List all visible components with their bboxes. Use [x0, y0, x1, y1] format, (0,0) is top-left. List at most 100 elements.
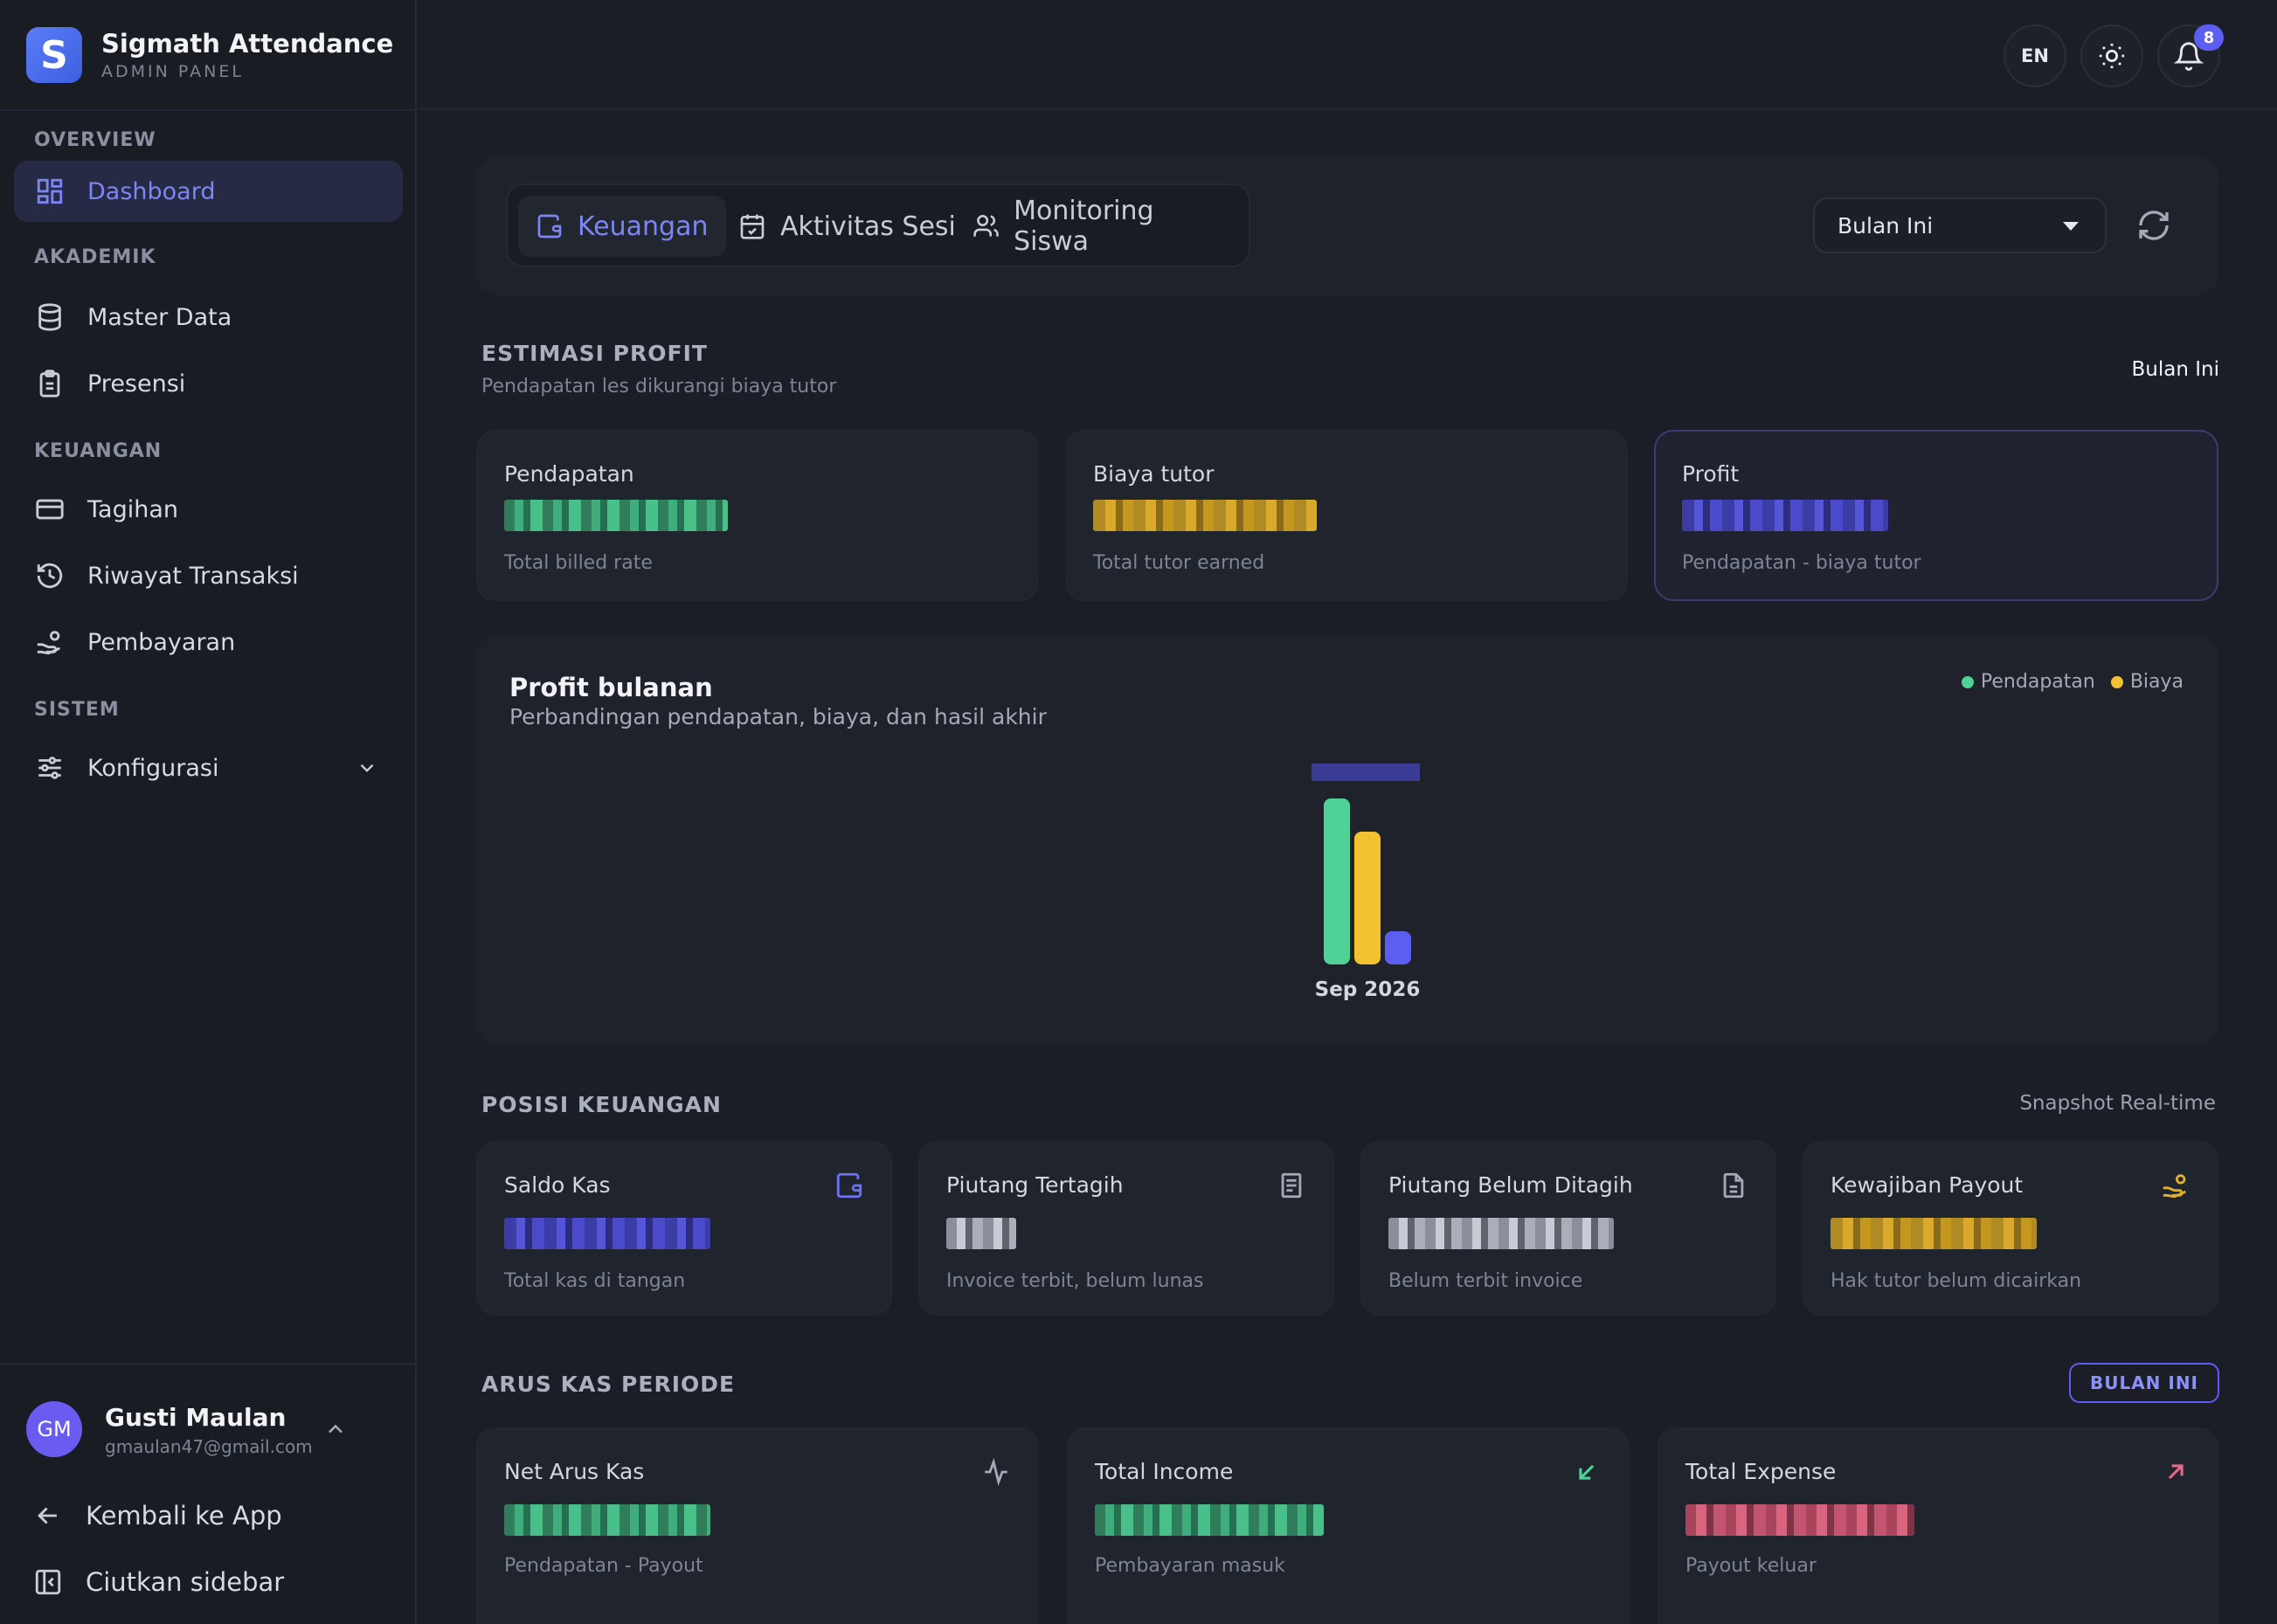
stat-label: Profit: [1682, 461, 1740, 487]
stat-value-redacted: [504, 500, 728, 531]
users-icon: [973, 215, 999, 237]
tab-label: Keuangan: [578, 211, 709, 242]
hand-coins-icon: [37, 631, 60, 655]
nav-section-keuangan: KEUANGAN: [34, 440, 163, 462]
arrow-up-right-icon: [2168, 1464, 2184, 1480]
stat-label: Biaya tutor: [1093, 461, 1215, 487]
arrow-left-icon: [38, 1507, 57, 1524]
notifications-button[interactable]: 8: [2157, 24, 2224, 87]
theme-toggle-button[interactable]: [2080, 24, 2143, 87]
dashboard-grid-icon: [37, 178, 63, 204]
user-name: Gusti Maulan: [105, 1403, 287, 1432]
arus-title: ARUS KAS PERIODE: [481, 1372, 736, 1397]
period-select[interactable]: Bulan Ini: [1813, 197, 2107, 253]
sidebar-item-master-data[interactable]: Master Data: [14, 287, 403, 348]
stat-card-saldo-kas: Saldo Kas Total kas di tangan: [476, 1141, 892, 1316]
sidebar-divider: [0, 109, 417, 111]
sidebar-item-dashboard[interactable]: Dashboard: [14, 161, 403, 222]
estimasi-subtitle: Pendapatan les dikurangi biaya tutor: [481, 376, 837, 397]
sidebar-item-label: Master Data: [87, 303, 232, 331]
tab-keuangan[interactable]: Keuangan: [518, 196, 726, 257]
brand-name: Sigmath Attendance: [101, 29, 394, 59]
sidebar-item-tagihan[interactable]: Tagihan: [14, 479, 403, 540]
legend-dot: [2110, 675, 2123, 688]
collapse-sidebar-link[interactable]: Ciutkan sidebar: [33, 1560, 284, 1604]
estimasi-period: Bulan Ini: [2131, 358, 2219, 381]
stat-card-pendapatan: Pendapatan Total billed rate: [476, 430, 1039, 601]
chevron-down-icon[interactable]: [356, 757, 378, 779]
stat-value-redacted: [1388, 1218, 1614, 1249]
sidebar-item-riwayat-transaksi[interactable]: Riwayat Transaksi: [14, 545, 403, 606]
legend-dot: [1961, 675, 1974, 688]
sidebar-nav: OVERVIEW Dashboard AKADEMIK Master Data …: [0, 114, 417, 798]
chart-bar-biaya[interactable]: [1354, 832, 1381, 964]
tab-monitoring-siswa[interactable]: Monitoring Siswa: [955, 196, 1249, 257]
sidebar-item-label: Konfigurasi: [87, 754, 219, 782]
legend-label: Biaya: [2129, 671, 2184, 693]
stat-label: Total Income: [1095, 1459, 1234, 1484]
notification-badge: 8: [2194, 24, 2224, 51]
sun-icon: [2099, 43, 2125, 69]
nav-section-sistem: SISTEM: [34, 699, 120, 721]
sidebar-item-label: Dashboard: [87, 177, 216, 205]
stat-hint: Total tutor earned: [1093, 552, 1265, 574]
history-icon: [37, 563, 63, 589]
stat-value-redacted: [946, 1218, 1016, 1249]
profit-chart-card: Profit bulanan Perbandingan pendapatan, …: [476, 634, 2218, 1045]
main-content: Keuangan Aktivitas Sesi Monitoring Siswa…: [419, 110, 2277, 1624]
estimasi-title: ESTIMASI PROFIT: [481, 341, 708, 366]
sidebar-item-presensi[interactable]: Presensi: [14, 353, 403, 414]
user-email: gmaulan47@gmail.com: [105, 1436, 313, 1457]
stat-hint: Invoice terbit, belum lunas: [946, 1270, 1204, 1292]
stat-hint: Pendapatan - biaya tutor: [1682, 552, 1921, 574]
stat-label: Piutang Tertagih: [946, 1172, 1124, 1198]
stat-label: Kewajiban Payout: [1831, 1172, 2024, 1198]
chart-bar-series-3[interactable]: [1385, 931, 1411, 964]
user-block: GM Gusti Maulan gmaulan47@gmail.com Kemb…: [0, 1363, 417, 1624]
sidebar-item-konfigurasi[interactable]: Konfigurasi: [14, 737, 403, 798]
chevron-up-icon[interactable]: [323, 1417, 348, 1441]
language-button[interactable]: EN: [2004, 24, 2066, 87]
chart-bar-pendapatan[interactable]: [1324, 798, 1350, 964]
avatar[interactable]: GM: [26, 1401, 82, 1457]
wallet-icon: [537, 214, 562, 238]
sidebar-item-label: Riwayat Transaksi: [87, 562, 299, 590]
nav-section-akademik: AKADEMIK: [34, 246, 156, 268]
period-button[interactable]: BULAN INI: [2068, 1363, 2219, 1403]
back-to-app-link[interactable]: Kembali ke App: [33, 1494, 282, 1538]
tab-bar: Keuangan Aktivitas Sesi Monitoring Siswa: [506, 183, 1250, 267]
sidebar: S Sigmath Attendance ADMIN PANEL OVERVIE…: [0, 0, 417, 1624]
stat-value-redacted: [1682, 500, 1888, 531]
nav-section-overview: OVERVIEW: [34, 129, 156, 151]
bell-icon: [2174, 42, 2204, 71]
stat-label: Saldo Kas: [504, 1172, 611, 1198]
wallet-icon: [836, 1172, 862, 1199]
stat-value-redacted: [504, 1218, 710, 1249]
tab-aktivitas-sesi[interactable]: Aktivitas Sesi: [721, 196, 973, 257]
chart-legend: Pendapatan Biaya: [1961, 671, 2184, 693]
tabs-card: Keuangan Aktivitas Sesi Monitoring Siswa…: [476, 155, 2218, 295]
stat-value-redacted: [1685, 1504, 1914, 1536]
back-to-app-label: Kembali ke App: [86, 1501, 282, 1531]
hand-coins-icon: [2163, 1174, 2186, 1199]
legend-item-pendapatan[interactable]: Pendapatan: [1961, 671, 2095, 693]
stat-card-kewajiban-payout: Kewajiban Payout Hak tutor belum dicairk…: [1803, 1141, 2218, 1316]
brand[interactable]: S Sigmath Attendance ADMIN PANEL: [26, 24, 393, 86]
profit-chart-plot: Sep 2026: [1312, 764, 1421, 1001]
stat-value-redacted: [1093, 500, 1317, 531]
topbar: EN 8: [419, 0, 2277, 110]
brand-logo: S: [26, 27, 82, 83]
legend-item-biaya[interactable]: Biaya: [2110, 671, 2184, 693]
stat-card-total-expense: Total Expense Payout keluar: [1658, 1427, 2218, 1624]
receipt-icon: [1281, 1172, 1302, 1199]
sidebar-item-pembayaran[interactable]: Pembayaran: [14, 612, 403, 673]
stat-label: Net Arus Kas: [504, 1459, 645, 1484]
collapse-sidebar-label: Ciutkan sidebar: [86, 1567, 285, 1597]
refresh-icon[interactable]: [2136, 208, 2171, 243]
posisi-title: POSISI KEUANGAN: [481, 1092, 722, 1117]
arrow-down-left-icon: [1579, 1464, 1595, 1480]
chart-data-label-redacted: [1312, 764, 1420, 781]
chart-x-tick-label: Sep 2026: [1315, 978, 1421, 1001]
stat-label: Piutang Belum Ditagih: [1388, 1172, 1633, 1198]
